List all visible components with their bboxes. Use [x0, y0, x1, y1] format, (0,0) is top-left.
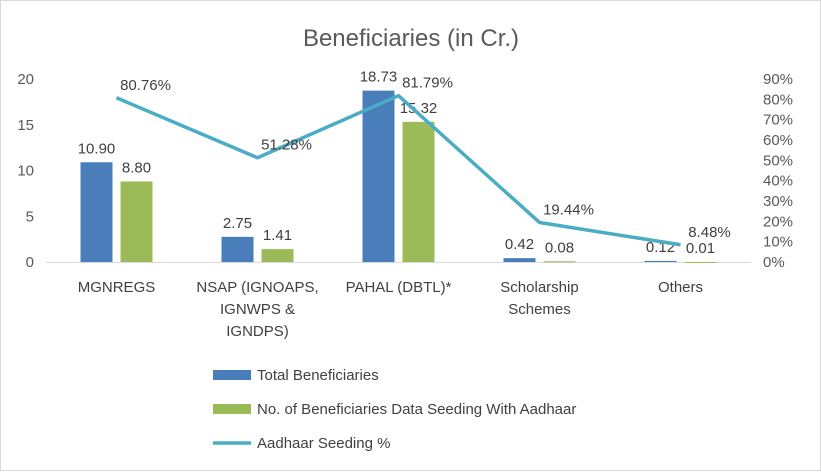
legend: Total Beneficiaries No. of Beneficiaries … [213, 367, 576, 452]
y-right-tick-label: 0% [763, 254, 785, 271]
line-data-label: 19.44% [543, 201, 594, 218]
line-data-label: 80.76% [120, 77, 171, 94]
seeding-percent-line [117, 96, 681, 245]
line-data-label: 8.48% [688, 224, 731, 241]
y-right-tick-label: 70% [763, 112, 793, 129]
bar [262, 249, 294, 262]
x-category-label: NSAP (IGNOAPS, [196, 279, 318, 296]
bar [544, 261, 576, 262]
x-category-label: PAHAL (DBTL)* [346, 279, 452, 296]
legend-label: Aadhaar Seeding % [257, 435, 390, 452]
bar-data-label: 8.80 [122, 159, 151, 176]
bar-data-label: 1.41 [263, 227, 292, 244]
bar [81, 162, 113, 262]
y-right-tick-label: 20% [763, 213, 793, 230]
bar-data-label: 0.08 [545, 239, 574, 256]
bar [685, 262, 717, 263]
x-category-label: Schemes [508, 301, 571, 318]
bar-data-label: 0.42 [505, 236, 534, 253]
y-left-tick-label: 20 [17, 71, 34, 88]
bar-data-label: 18.73 [360, 69, 398, 86]
bar [121, 181, 153, 262]
bar [403, 122, 435, 262]
chart-title: Beneficiaries (in Cr.) [303, 25, 519, 52]
line-data-label: 81.79% [402, 75, 453, 92]
plot-area: 0 5 10 15 20 0% 10% 20% 30% 40% 50% 60% 70% 80% 90% 10.… [17, 69, 793, 340]
bar [363, 91, 395, 262]
x-category-label: MGNREGS [78, 279, 156, 296]
y-left-tick-label: 5 [26, 208, 34, 225]
y-right-tick-label: 40% [763, 173, 793, 190]
line-data-label: 51.28% [261, 137, 312, 154]
y-right-tick-label: 80% [763, 91, 793, 108]
y-right-tick-label: 90% [763, 71, 793, 88]
y-right-tick-label: 60% [763, 132, 793, 149]
x-category-label: IGNDPS) [226, 323, 289, 340]
legend-label: Total Beneficiaries [257, 367, 379, 384]
legend-swatch [213, 370, 251, 380]
y-right-tick-label: 30% [763, 193, 793, 210]
bar [645, 261, 677, 262]
y-right-tick-label: 50% [763, 152, 793, 169]
bar [222, 237, 254, 262]
x-category-label: Scholarship [500, 279, 578, 296]
bar-data-label: 10.90 [78, 140, 116, 157]
y-left-tick-label: 10 [17, 163, 34, 180]
x-category-label: IGNWPS & [220, 301, 295, 318]
bar [504, 258, 536, 262]
x-category-label: Others [658, 279, 703, 296]
y-left-tick-label: 15 [17, 117, 34, 134]
y-left-tick-label: 0 [26, 254, 34, 271]
legend-label: No. of Beneficiaries Data Seeding With A… [257, 401, 576, 418]
bar-data-label: 2.75 [223, 215, 252, 232]
legend-swatch [213, 404, 251, 414]
y-right-tick-label: 10% [763, 234, 793, 251]
bar-data-label: 0.01 [686, 240, 715, 257]
